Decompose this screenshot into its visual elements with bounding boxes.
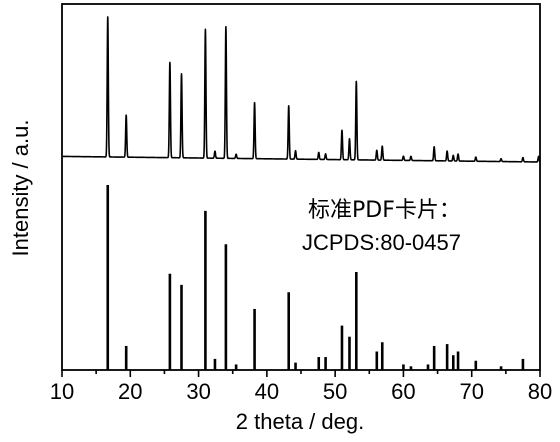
x-tick-label: 80 xyxy=(528,379,552,404)
x-ticks: 10 20 30 40 50 60 70 80 xyxy=(50,370,552,404)
annotation-line-2: JCPDS:80-0457 xyxy=(302,230,461,255)
x-tick-label: 30 xyxy=(186,379,210,404)
plot-border xyxy=(61,3,541,371)
x-axis-title: 2 theta / deg. xyxy=(236,409,364,434)
y-axis-title: Intensity / a.u. xyxy=(8,120,33,257)
x-tick-label: 20 xyxy=(118,379,142,404)
plot-content xyxy=(61,16,541,370)
x-tick-label: 10 xyxy=(50,379,74,404)
annotation-line-1: 标准PDF卡片： xyxy=(308,198,461,223)
axis-frame xyxy=(61,3,541,371)
x-tick-label: 60 xyxy=(391,379,415,404)
x-tick-label: 40 xyxy=(255,379,279,404)
x-tick-label: 70 xyxy=(459,379,483,404)
measured-pattern-line xyxy=(61,16,541,163)
x-tick-label: 50 xyxy=(323,379,347,404)
